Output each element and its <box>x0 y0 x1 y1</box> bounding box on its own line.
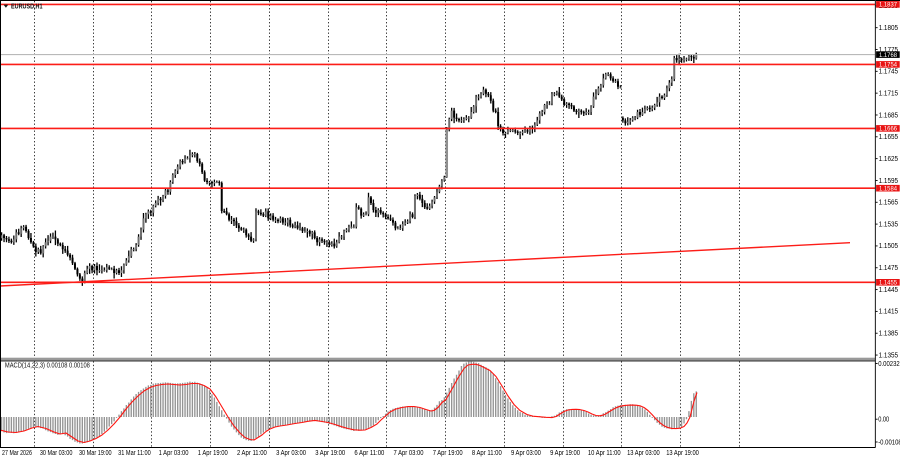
svg-text:1.1355: 1.1355 <box>879 350 899 359</box>
svg-text:13 Apr 03:00: 13 Apr 03:00 <box>627 450 660 457</box>
svg-text:3 Apr 03:00: 3 Apr 03:00 <box>276 450 306 457</box>
svg-text:1.1745: 1.1745 <box>879 67 899 76</box>
svg-text:1.1505: 1.1505 <box>879 241 899 250</box>
svg-text:30 Mar 19:00: 30 Mar 19:00 <box>79 450 112 457</box>
svg-text:0.00232: 0.00232 <box>878 359 900 368</box>
svg-text:1.1685: 1.1685 <box>879 110 899 119</box>
svg-text:13 Apr 19:00: 13 Apr 19:00 <box>666 450 699 457</box>
svg-text:1.1775: 1.1775 <box>879 45 899 54</box>
svg-text:1.1584: 1.1584 <box>879 185 897 192</box>
svg-text:9 Apr 19:00: 9 Apr 19:00 <box>550 450 580 457</box>
svg-text:1.1768: 1.1768 <box>879 52 897 59</box>
svg-text:1.1715: 1.1715 <box>879 88 899 97</box>
svg-text:2 Apr 11:00: 2 Apr 11:00 <box>237 450 267 457</box>
svg-text:8 Apr 11:00: 8 Apr 11:00 <box>472 450 502 457</box>
svg-text:1.1385: 1.1385 <box>879 329 899 338</box>
svg-text:1.1754: 1.1754 <box>879 62 897 69</box>
svg-text:1.1837: 1.1837 <box>879 2 897 9</box>
svg-text:1.1565: 1.1565 <box>879 198 899 207</box>
svg-text:1.1625: 1.1625 <box>879 154 899 163</box>
svg-text:1.1535: 1.1535 <box>879 219 899 228</box>
svg-text:27 Mar 2026: 27 Mar 2026 <box>2 450 32 457</box>
svg-text:6 Apr 11:00: 6 Apr 11:00 <box>354 450 384 457</box>
svg-text:0.00: 0.00 <box>878 415 889 424</box>
svg-text:1.1455: 1.1455 <box>879 280 897 287</box>
svg-text:1.1666: 1.1666 <box>879 126 897 133</box>
svg-text:3 Apr 19:00: 3 Apr 19:00 <box>315 450 345 457</box>
svg-text:30 Mar 03:00: 30 Mar 03:00 <box>40 450 73 457</box>
svg-text:MACD(14,22,3) 0.00108 0.00108: MACD(14,22,3) 0.00108 0.00108 <box>5 363 90 370</box>
svg-text:1 Apr 03:00: 1 Apr 03:00 <box>159 450 189 457</box>
svg-text:1.1595: 1.1595 <box>879 176 899 185</box>
svg-text:7 Apr 03:00: 7 Apr 03:00 <box>394 450 424 457</box>
svg-text:10 Apr 11:00: 10 Apr 11:00 <box>588 450 621 457</box>
svg-text:1.1475: 1.1475 <box>879 263 899 272</box>
svg-text:1.1655: 1.1655 <box>879 132 899 141</box>
svg-text:7 Apr 19:00: 7 Apr 19:00 <box>433 450 463 457</box>
svg-text:1.1415: 1.1415 <box>879 307 899 316</box>
svg-text:1.1445: 1.1445 <box>879 285 899 294</box>
svg-text:31 Mar 11:00: 31 Mar 11:00 <box>118 450 151 457</box>
svg-text:-0.00108: -0.00108 <box>878 437 900 446</box>
svg-text:9 Apr 03:00: 9 Apr 03:00 <box>511 450 541 457</box>
svg-text:1.1805: 1.1805 <box>879 23 899 32</box>
svg-text:EURUSD,H1: EURUSD,H1 <box>11 1 43 10</box>
svg-text:1 Apr 19:00: 1 Apr 19:00 <box>198 450 228 457</box>
